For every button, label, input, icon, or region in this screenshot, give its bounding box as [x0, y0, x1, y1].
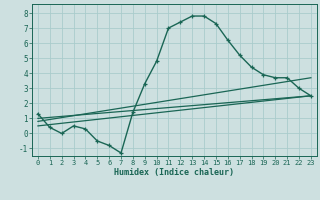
X-axis label: Humidex (Indice chaleur): Humidex (Indice chaleur) [115, 168, 234, 177]
